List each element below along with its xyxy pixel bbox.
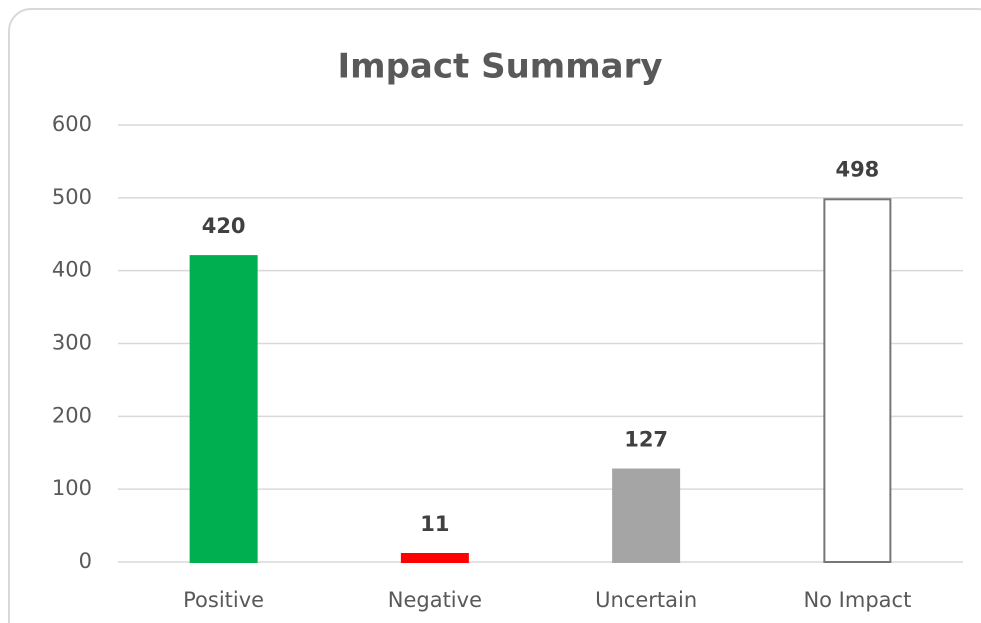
bar	[400, 552, 469, 564]
chart-title: Impact Summary	[337, 47, 662, 87]
data-label: 420	[202, 214, 246, 238]
data-label: 11	[420, 512, 449, 536]
data-label: 127	[624, 428, 668, 452]
bar	[189, 255, 258, 563]
y-tick-label: 100	[52, 476, 92, 500]
data-label: 498	[835, 157, 879, 181]
y-tick-label: 500	[52, 185, 92, 209]
x-tick-label: Positive	[183, 588, 264, 612]
bar	[612, 468, 681, 564]
bar	[823, 198, 892, 563]
x-tick-label: Negative	[388, 588, 482, 612]
y-tick-label: 300	[52, 331, 92, 355]
y-tick-label: 200	[52, 403, 92, 427]
x-tick-label: No Impact	[803, 588, 911, 612]
y-tick-label: 400	[52, 258, 92, 282]
y-tick-label: 0	[79, 549, 92, 573]
x-tick-label: Uncertain	[595, 588, 697, 612]
y-tick-label: 600	[52, 112, 92, 136]
